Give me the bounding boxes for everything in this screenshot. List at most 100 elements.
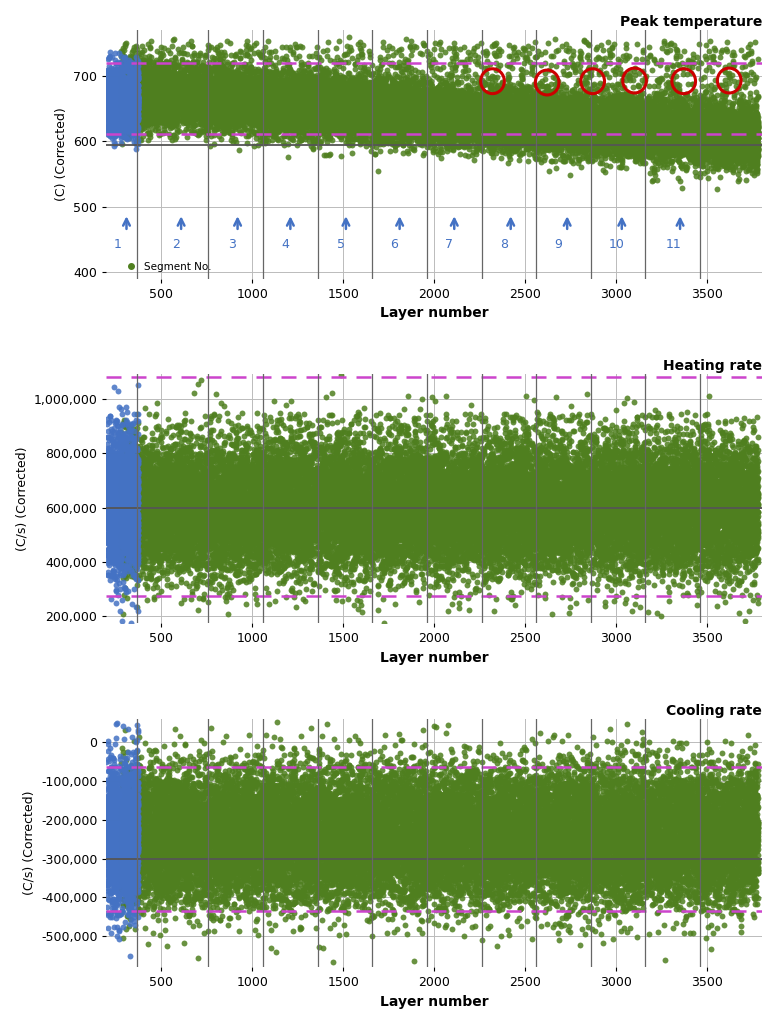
Point (181, 854, 193, 870)
Point (406, 848, 419, 864)
Point (504, 96, 517, 113)
Point (298, 801, 311, 817)
Point (623, 91, 636, 108)
Point (453, 848, 465, 864)
Point (699, 124, 711, 140)
Point (733, 795, 745, 811)
Point (619, 84, 632, 100)
Point (457, 118, 469, 134)
Point (495, 515, 507, 531)
Point (501, 824, 514, 841)
Point (515, 807, 528, 823)
Point (688, 806, 700, 822)
Point (232, 79, 245, 95)
Point (148, 91, 161, 108)
Point (624, 130, 636, 146)
Point (609, 857, 622, 873)
Point (436, 108, 448, 124)
Point (190, 836, 203, 852)
Point (334, 817, 347, 834)
Point (115, 101, 127, 118)
Point (152, 92, 164, 109)
Point (669, 562, 681, 579)
Point (133, 482, 145, 499)
Point (284, 477, 297, 494)
Point (427, 452, 440, 468)
Point (326, 523, 338, 540)
Point (317, 112, 329, 128)
Point (618, 413, 631, 429)
Point (710, 482, 723, 499)
Point (622, 497, 634, 513)
Point (615, 112, 627, 128)
Point (370, 794, 382, 810)
Point (169, 92, 182, 109)
Point (392, 42, 405, 58)
Point (181, 102, 193, 119)
Point (490, 515, 503, 531)
Point (423, 856, 436, 872)
Point (102, 84, 114, 100)
Point (500, 92, 512, 109)
Point (157, 77, 169, 93)
Point (413, 845, 426, 861)
Point (228, 509, 241, 525)
Point (122, 462, 134, 478)
Point (664, 871, 677, 888)
Point (709, 133, 721, 150)
Point (635, 145, 647, 162)
Point (447, 117, 459, 133)
Point (303, 802, 315, 818)
Point (108, 72, 120, 88)
Point (434, 839, 446, 855)
Point (515, 121, 528, 137)
Point (507, 101, 519, 118)
Point (173, 774, 186, 791)
Point (716, 146, 729, 163)
Point (164, 93, 176, 110)
Point (576, 468, 588, 484)
Point (294, 821, 306, 838)
Point (225, 117, 237, 133)
Point (301, 829, 313, 846)
Point (343, 831, 355, 848)
Point (584, 833, 596, 849)
Point (369, 104, 382, 121)
Point (176, 100, 189, 117)
Point (186, 495, 199, 511)
Point (650, 525, 663, 542)
Point (531, 825, 543, 842)
Point (681, 467, 694, 483)
Point (308, 505, 320, 521)
Point (256, 513, 268, 529)
Point (751, 896, 764, 912)
Point (677, 826, 689, 843)
Point (492, 856, 504, 872)
Point (112, 113, 124, 129)
Point (471, 103, 483, 120)
Point (460, 108, 472, 124)
Point (115, 416, 127, 432)
Point (480, 795, 493, 811)
Point (109, 480, 121, 497)
Point (295, 563, 308, 580)
Point (315, 517, 328, 534)
Point (258, 106, 270, 123)
Point (507, 77, 519, 93)
Point (580, 103, 593, 120)
Point (371, 822, 383, 839)
Point (649, 488, 661, 505)
Point (162, 523, 175, 540)
Point (230, 519, 242, 536)
Point (633, 840, 646, 856)
Point (451, 529, 464, 546)
Point (521, 109, 533, 125)
Point (543, 61, 556, 78)
Point (586, 847, 598, 863)
Point (704, 135, 716, 152)
Point (277, 115, 289, 131)
Point (114, 859, 127, 876)
Point (239, 106, 252, 123)
Point (218, 850, 231, 866)
Point (166, 820, 178, 837)
